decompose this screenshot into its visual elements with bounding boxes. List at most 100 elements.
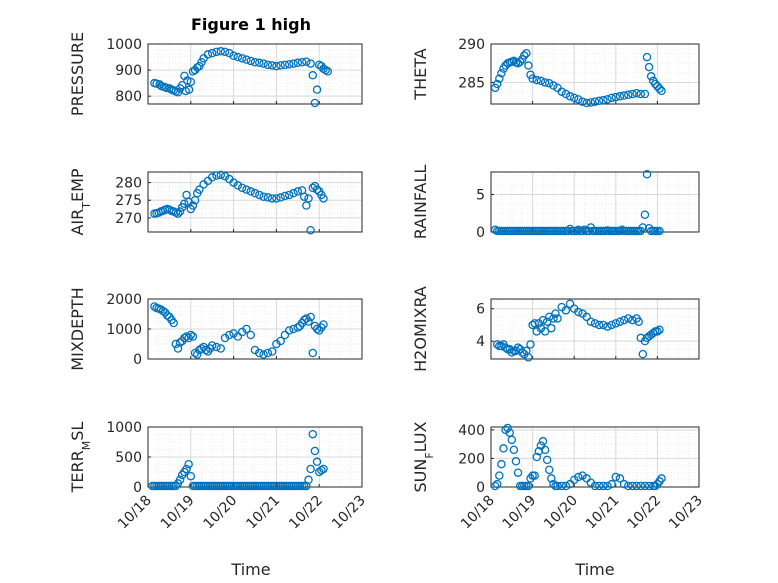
data-point	[280, 330, 290, 340]
data-point	[524, 61, 533, 70]
subplot-theta: 285 290 THETA	[411, 37, 700, 108]
data-point	[201, 345, 211, 355]
x-axis-label-right: Time	[574, 560, 614, 579]
data-point	[549, 81, 558, 90]
data-point	[323, 67, 333, 76]
data-point	[653, 327, 662, 336]
subplot-rainfall: 0 5 RAINFALL	[411, 165, 700, 241]
data-point	[578, 97, 587, 106]
y-tick-label: 6	[476, 302, 485, 318]
data-point	[186, 77, 196, 87]
data-point	[306, 312, 315, 322]
axes-box	[490, 43, 700, 105]
data-point	[495, 74, 504, 83]
data-point	[284, 326, 294, 335]
data-point	[289, 188, 298, 198]
data-point	[509, 56, 519, 66]
data-point	[306, 464, 315, 474]
data-point	[574, 307, 583, 317]
data-point	[565, 299, 575, 309]
data-point	[634, 317, 643, 326]
data-point	[551, 309, 560, 318]
data-point	[569, 93, 579, 103]
data-point	[651, 481, 660, 491]
data-point	[233, 181, 243, 190]
data-point	[542, 455, 552, 465]
data-point	[619, 315, 629, 325]
data-point	[603, 322, 612, 331]
data-point	[582, 98, 591, 108]
data-point	[250, 58, 260, 67]
rainfall-ylabel: RAINFALL	[411, 165, 430, 240]
data-point	[184, 85, 194, 94]
data-point	[276, 336, 285, 346]
data-point	[513, 343, 523, 352]
data-point	[513, 468, 523, 477]
data-point	[657, 474, 666, 483]
x-tick-label: 10/18	[115, 493, 155, 533]
data-point	[319, 320, 328, 329]
y-tick-label: 285	[458, 75, 485, 91]
data-point	[590, 97, 600, 106]
y-tick-label: 1000	[106, 37, 142, 53]
data-point	[263, 60, 273, 70]
data-point	[242, 55, 251, 64]
data-point	[594, 320, 604, 330]
data-point	[574, 95, 583, 104]
data-point	[619, 91, 629, 100]
axes-box	[490, 426, 700, 488]
data-point	[246, 56, 255, 66]
data-point	[509, 445, 519, 455]
data-point	[624, 314, 633, 323]
data-point	[299, 192, 309, 201]
y-tick-label: 5	[476, 188, 485, 204]
data-point	[280, 60, 290, 70]
data-point	[267, 61, 277, 70]
data-point	[308, 348, 318, 358]
data-point	[638, 349, 648, 359]
data-point	[304, 194, 313, 203]
data-point	[547, 474, 556, 483]
data-point	[490, 481, 500, 491]
data-point	[182, 190, 191, 200]
y-tick-label: 1000	[106, 322, 142, 338]
y-tick-label: 800	[115, 89, 142, 105]
data-point	[229, 51, 238, 60]
subplot-terr_msl: 0 500 1000 TERRMSL 10/18 10/19 10/20 10/21 10/22…	[68, 420, 369, 532]
data-point	[216, 47, 226, 56]
data-point	[557, 481, 566, 491]
data-point	[547, 323, 556, 333]
data-point	[250, 188, 260, 198]
y-tick-label: 270	[115, 211, 142, 227]
data-point	[272, 194, 281, 203]
x-tick-label: 10/22	[286, 493, 326, 533]
data-point	[220, 47, 230, 57]
data-point	[646, 72, 656, 81]
data-point	[158, 306, 168, 316]
data-point	[246, 330, 255, 340]
y-tick-label: 4	[476, 334, 485, 350]
data-point	[304, 317, 313, 326]
data-point	[536, 76, 546, 86]
data-point	[184, 459, 193, 469]
subplot-sun_flux: 0 200 400 SUNFLUX 10/18 10/19 10/20 10/21 10/22 1…	[411, 421, 706, 532]
data-point	[207, 341, 217, 350]
data-point	[540, 78, 550, 87]
data-point	[655, 325, 664, 335]
data-point	[611, 319, 621, 328]
data-point	[515, 57, 525, 66]
data-point	[306, 225, 315, 235]
data-point	[611, 472, 621, 482]
data-point	[169, 318, 178, 328]
data-point	[524, 481, 533, 491]
data-point	[607, 479, 616, 489]
data-point	[237, 54, 247, 63]
data-point	[511, 457, 521, 466]
data-point	[312, 85, 322, 94]
data-point	[280, 191, 290, 201]
data-point	[549, 479, 558, 489]
data-point	[225, 330, 234, 340]
data-point	[507, 435, 517, 445]
data-point	[517, 348, 527, 357]
